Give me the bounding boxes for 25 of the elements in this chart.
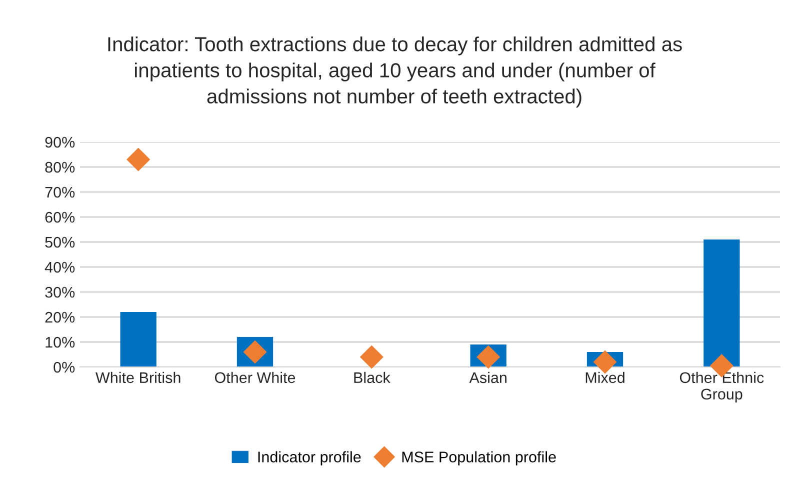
y-tick-label: 60% [45, 212, 75, 223]
y-tick-label: 10% [46, 336, 75, 348]
legend-label: Indicator profile [258, 451, 361, 466]
x-tick-label: Asian [469, 372, 506, 384]
y-tick-label: 30% [45, 286, 75, 298]
point [126, 148, 150, 171]
point [360, 346, 384, 368]
point [594, 350, 616, 374]
y-tick-label: 20% [45, 312, 75, 323]
point [476, 346, 500, 368]
x-tick-label: Black [354, 372, 390, 384]
y-tick-label: 90% [45, 136, 75, 148]
chart-title: Indicator: Tooth extractions due to decay for children admitted as inpatients to hospital, aged 10 years and under (number of admissions not number of teeth extracted) [108, 36, 682, 108]
bar [704, 240, 740, 367]
y-tick-label: 70% [45, 186, 75, 198]
x-tick-label: Mixed [586, 372, 624, 384]
x-tick-label: White British [96, 372, 180, 384]
y-tick-label: 0% [54, 362, 75, 373]
x-tick-label: Other Ethnic Group [680, 372, 764, 403]
x-tick-label: Other White [214, 372, 296, 384]
y-tick-label: 80% [45, 162, 75, 173]
y-tick-label: 50% [45, 236, 75, 248]
legend-label: MSE Population profile [402, 451, 556, 466]
bar [120, 312, 156, 367]
y-tick-label: 40% [44, 262, 75, 273]
